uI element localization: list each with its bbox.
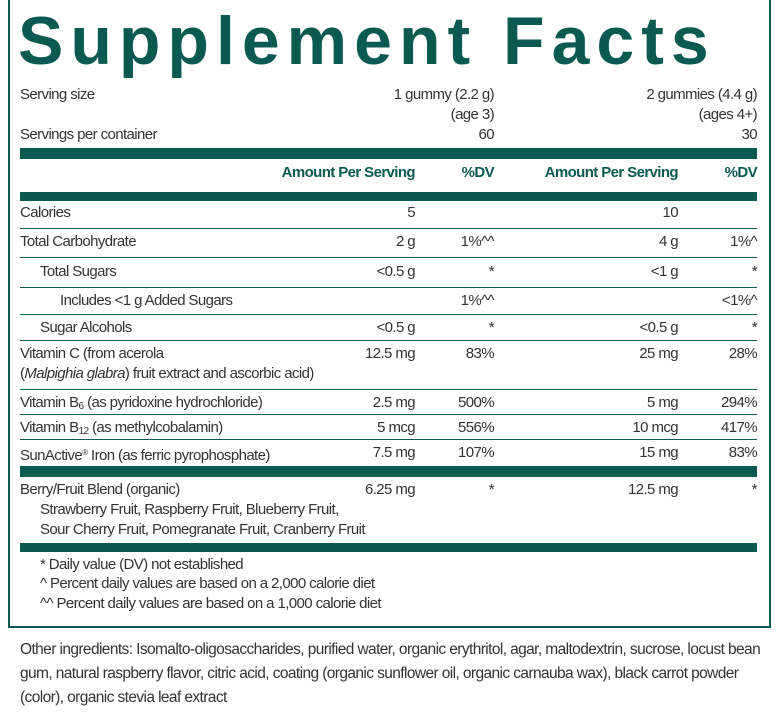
divider-bar bbox=[20, 192, 757, 201]
dv-col2: 417% bbox=[721, 419, 758, 436]
header-dv-1: %DV bbox=[461, 164, 495, 181]
divider-bar bbox=[20, 543, 757, 552]
row-divider bbox=[20, 257, 757, 258]
amount-col1: 2 g bbox=[395, 233, 416, 250]
amount-col2: 5 mg bbox=[647, 394, 679, 411]
dv-col1: * bbox=[488, 319, 495, 336]
row-divider bbox=[20, 389, 757, 390]
servings-per-container-label: Servings per container bbox=[20, 126, 157, 143]
amount-col1: 5 bbox=[407, 204, 415, 221]
serving-age-col1: (age 3) bbox=[450, 106, 495, 123]
amount-col2: 10 mcg bbox=[632, 419, 678, 436]
amount-col2: <0.5 g bbox=[639, 319, 678, 336]
dv-col1: 1%^^ bbox=[460, 233, 495, 250]
header-amount-2: Amount Per Serving bbox=[544, 164, 679, 181]
amount-col1: 5 mcg bbox=[377, 419, 415, 436]
dv-col2: * bbox=[751, 319, 758, 336]
serving-age-col2: (ages 4+) bbox=[698, 106, 758, 123]
footnote: * Daily value (DV) not established bbox=[40, 556, 244, 573]
nutrient-name-cont: (Malpighia glabra) fruit extract and asc… bbox=[20, 365, 314, 382]
panel-title: Supplement Facts bbox=[18, 3, 716, 79]
row-divider bbox=[20, 228, 757, 229]
nutrient-name: Vitamin C (from acerola bbox=[20, 345, 164, 362]
amount-col1: <0.5 g bbox=[376, 263, 415, 280]
nutrient-name: Berry/Fruit Blend (organic) bbox=[20, 481, 180, 498]
dv-col2: 28% bbox=[728, 345, 758, 362]
nutrient-name: Sugar Alcohols bbox=[40, 319, 132, 336]
nutrient-name: Includes <1 g Added Sugars bbox=[60, 292, 233, 309]
amount-col2: 10 bbox=[662, 204, 679, 221]
nutrient-name: Vitamin B12 (as methylcobalamin) bbox=[20, 419, 223, 437]
supplement-facts-panel bbox=[8, 0, 771, 628]
nutrient-name: Total Sugars bbox=[40, 263, 117, 280]
servings-per-container-col1: 60 bbox=[478, 126, 495, 143]
row-divider bbox=[20, 340, 757, 341]
serving-size-label: Serving size bbox=[20, 86, 95, 103]
amount-col1: 2.5 mg bbox=[372, 394, 416, 411]
dv-col1: 1%^^ bbox=[460, 292, 495, 309]
servings-per-container-col2: 30 bbox=[741, 126, 758, 143]
dv-col2: 1%^ bbox=[730, 233, 758, 250]
dv-col1: 556% bbox=[458, 419, 495, 436]
dv-col1: 500% bbox=[458, 394, 495, 411]
dv-col2: 83% bbox=[728, 444, 758, 461]
dv-col2: * bbox=[751, 263, 758, 280]
amount-col2: <1 g bbox=[650, 263, 679, 280]
other-ingredients: Other ingredients: Isomalto-oligosacchar… bbox=[20, 641, 761, 706]
amount-col2: 15 mg bbox=[639, 444, 678, 461]
amount-col1: 12.5 mg bbox=[365, 345, 416, 362]
nutrient-name: Calories bbox=[20, 204, 71, 221]
dv-col2: * bbox=[751, 481, 758, 498]
row-divider bbox=[20, 314, 757, 315]
amount-col1: <0.5 g bbox=[376, 319, 415, 336]
dv-col1: 83% bbox=[465, 345, 495, 362]
amount-col2: 4 g bbox=[658, 233, 679, 250]
serving-size-col1: 1 gummy (2.2 g) bbox=[393, 86, 495, 103]
row-divider bbox=[20, 287, 757, 288]
amount-col1: 6.25 mg bbox=[365, 481, 416, 498]
dv-col2: <1%^ bbox=[721, 292, 758, 309]
blend-ingredients: Sour Cherry Fruit, Pomegranate Fruit, Cr… bbox=[40, 521, 366, 538]
divider-bar bbox=[20, 148, 757, 159]
footnote: ^^ Percent daily values are based on a 1… bbox=[40, 595, 382, 612]
divider-bar bbox=[20, 466, 757, 477]
header-dv-2: %DV bbox=[724, 164, 758, 181]
nutrient-name: Total Carbohydrate bbox=[20, 233, 137, 250]
amount-col2: 25 mg bbox=[639, 345, 678, 362]
dv-col1: 107% bbox=[458, 444, 495, 461]
dv-col1: * bbox=[488, 263, 495, 280]
nutrient-name: SunActive® Iron (as ferric pyrophosphate… bbox=[20, 447, 270, 464]
row-divider bbox=[20, 439, 757, 440]
serving-size-col2: 2 gummies (4.4 g) bbox=[646, 86, 757, 103]
dv-col1: * bbox=[488, 481, 495, 498]
nutrient-name: Vitamin B6 (as pyridoxine hydrochloride) bbox=[20, 394, 263, 412]
amount-col2: 12.5 mg bbox=[628, 481, 679, 498]
blend-ingredients: Strawberry Fruit, Raspberry Fruit, Blueb… bbox=[40, 501, 339, 518]
amount-col1: 7.5 mg bbox=[372, 444, 416, 461]
dv-col2: 294% bbox=[721, 394, 758, 411]
footnote: ^ Percent daily values are based on a 2,… bbox=[40, 575, 375, 592]
row-divider bbox=[20, 414, 757, 415]
header-amount-1: Amount Per Serving bbox=[281, 164, 416, 181]
